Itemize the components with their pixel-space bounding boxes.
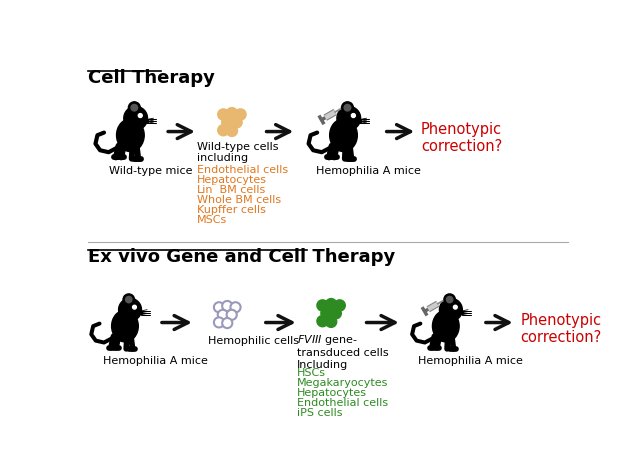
Circle shape: [125, 296, 132, 303]
Text: Lin: Lin: [197, 185, 214, 195]
Circle shape: [118, 298, 141, 321]
Circle shape: [231, 117, 242, 128]
Circle shape: [330, 308, 341, 319]
Circle shape: [129, 102, 140, 114]
Circle shape: [444, 294, 455, 305]
Ellipse shape: [116, 119, 144, 152]
Circle shape: [337, 106, 360, 130]
Text: Hepatocytes: Hepatocytes: [197, 175, 267, 185]
Text: iPS cells: iPS cells: [297, 408, 342, 418]
Circle shape: [460, 311, 463, 314]
Circle shape: [453, 305, 457, 309]
Circle shape: [222, 301, 232, 311]
Circle shape: [145, 120, 148, 123]
Circle shape: [138, 114, 142, 118]
Text: Ex vivo Gene and Cell Therapy: Ex vivo Gene and Cell Therapy: [88, 248, 395, 266]
Text: Whole BM cells: Whole BM cells: [197, 195, 281, 205]
Ellipse shape: [111, 310, 138, 342]
Text: Megakaryocytes: Megakaryocytes: [297, 378, 388, 388]
Circle shape: [342, 102, 353, 114]
Circle shape: [317, 316, 328, 327]
Text: ⁻: ⁻: [212, 182, 216, 191]
Text: Phenotypic
correction?: Phenotypic correction?: [520, 312, 602, 345]
Circle shape: [132, 305, 136, 309]
Text: Hepatocytes: Hepatocytes: [297, 388, 367, 398]
Circle shape: [317, 300, 328, 310]
Circle shape: [447, 296, 452, 303]
Circle shape: [218, 310, 228, 320]
Circle shape: [351, 114, 355, 118]
Text: Wild-type mice: Wild-type mice: [109, 166, 192, 176]
Text: HSCs: HSCs: [297, 368, 326, 378]
Circle shape: [218, 109, 228, 120]
Circle shape: [140, 311, 143, 314]
Text: Kupffer cells: Kupffer cells: [197, 205, 266, 215]
Circle shape: [358, 120, 362, 123]
Circle shape: [218, 125, 228, 136]
Circle shape: [326, 299, 337, 310]
Text: Endothelial cells: Endothelial cells: [197, 164, 288, 175]
Circle shape: [227, 310, 237, 320]
Circle shape: [222, 117, 232, 128]
Circle shape: [440, 298, 462, 321]
Text: Hemophilia A mice: Hemophilia A mice: [103, 356, 208, 365]
Text: Hemophilia A mice: Hemophilia A mice: [418, 356, 523, 365]
Text: Phenotypic
correction?: Phenotypic correction?: [421, 121, 502, 154]
Ellipse shape: [433, 310, 459, 342]
Circle shape: [123, 294, 134, 305]
Circle shape: [344, 104, 351, 111]
Circle shape: [321, 308, 332, 319]
Text: Hemophilia A mice: Hemophilia A mice: [316, 166, 420, 176]
Text: Wild-type cells
including: Wild-type cells including: [197, 142, 278, 163]
Text: $\it{FVIII}$ gene-
transduced cells
Including: $\it{FVIII}$ gene- transduced cells Incl…: [297, 333, 388, 370]
Circle shape: [222, 318, 232, 328]
Ellipse shape: [330, 119, 357, 152]
Circle shape: [227, 126, 237, 136]
Circle shape: [235, 109, 246, 120]
Circle shape: [227, 108, 237, 118]
Circle shape: [230, 302, 241, 312]
Text: BM cells: BM cells: [216, 185, 265, 195]
Circle shape: [124, 106, 147, 130]
Text: Cell Therapy: Cell Therapy: [88, 69, 214, 87]
Circle shape: [131, 104, 138, 111]
Text: Endothelial cells: Endothelial cells: [297, 398, 388, 408]
Circle shape: [214, 302, 224, 312]
Text: Hemophilic cells: Hemophilic cells: [208, 337, 299, 346]
Text: MSCs: MSCs: [197, 215, 227, 225]
Circle shape: [214, 318, 224, 328]
Circle shape: [326, 317, 337, 327]
Circle shape: [334, 300, 345, 310]
